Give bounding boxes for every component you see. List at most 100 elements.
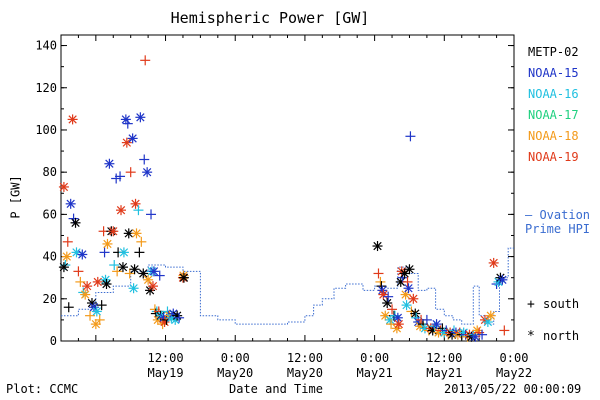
data-point-north xyxy=(172,310,183,321)
legend-marker-label: south xyxy=(543,297,579,311)
data-point-south xyxy=(146,209,157,220)
y-tick-label: 120 xyxy=(35,81,57,95)
data-point-south xyxy=(154,270,165,281)
point-stroke xyxy=(66,199,75,209)
data-point-south xyxy=(421,314,432,325)
data-point-south xyxy=(133,205,144,216)
x-tick-date-label: May20 xyxy=(287,366,323,380)
data-point-north xyxy=(116,205,127,216)
plot-frame xyxy=(60,34,515,342)
data-point-north xyxy=(128,283,139,294)
y-tick-label: 60 xyxy=(43,207,57,221)
data-point-south xyxy=(62,236,73,247)
data-point-south xyxy=(122,118,133,129)
data-point-north xyxy=(108,226,119,237)
data-point-north xyxy=(399,268,410,279)
point-stroke xyxy=(81,290,90,299)
point-stroke xyxy=(498,275,507,284)
data-point-north xyxy=(70,217,81,228)
point-stroke xyxy=(432,319,441,329)
data-point-south xyxy=(136,236,147,247)
point-stroke xyxy=(130,265,139,274)
data-point-south xyxy=(124,268,135,279)
data-point-north xyxy=(90,319,101,330)
data-point-north xyxy=(403,283,414,294)
data-points xyxy=(58,55,510,342)
data-point-north xyxy=(404,264,415,275)
point-stroke xyxy=(132,229,141,238)
data-point-north xyxy=(401,300,412,311)
point-stroke xyxy=(82,281,92,291)
x-tick-date-label: May20 xyxy=(217,366,253,380)
legend-series-label: NOAA-18 xyxy=(528,129,579,143)
legend-series-label: NOAA-17 xyxy=(528,108,579,122)
data-point-north xyxy=(497,274,508,285)
point-stroke xyxy=(121,115,131,124)
y-tick-label: 20 xyxy=(43,292,57,306)
x-tick-time-label: 0:00 xyxy=(360,351,389,365)
point-stroke xyxy=(62,252,71,261)
x-tick-time-label: 0:00 xyxy=(221,351,250,365)
point-stroke xyxy=(169,309,178,318)
data-point-north xyxy=(138,268,149,279)
data-point-north xyxy=(382,298,393,309)
point-stroke xyxy=(394,319,403,329)
y-tick-label: 100 xyxy=(35,123,57,137)
data-point-north xyxy=(61,251,72,262)
data-point-north xyxy=(80,289,91,300)
point-stroke xyxy=(149,267,159,276)
data-point-north xyxy=(101,279,112,290)
data-point-north xyxy=(91,306,102,317)
point-stroke xyxy=(383,298,392,308)
data-point-north xyxy=(127,133,138,144)
data-point-north xyxy=(408,293,419,304)
data-point-north xyxy=(102,238,113,249)
legend-ovation-label: Prime HPI xyxy=(525,222,590,236)
x-tick-date-label: May22 xyxy=(496,366,532,380)
data-point-north xyxy=(393,319,404,330)
data-point-south xyxy=(411,312,422,323)
legend-marker-symbol: * xyxy=(527,329,535,344)
data-point-north xyxy=(82,281,93,292)
legend: METP-02 NOAA-15 NOAA-16 NOAA-17 NOAA-18 NOAA-… xyxy=(525,45,590,344)
point-stroke xyxy=(373,241,382,251)
point-stroke xyxy=(59,182,69,192)
point-stroke xyxy=(148,281,158,291)
point-stroke xyxy=(103,239,112,249)
data-point-south xyxy=(499,325,510,336)
point-stroke xyxy=(136,113,145,122)
legend-series-label: METP-02 xyxy=(528,45,579,59)
point-stroke xyxy=(411,309,420,318)
footer-timestamp: 2013/05/22 00:00:09 xyxy=(444,382,582,396)
data-point-south xyxy=(112,266,123,277)
point-stroke xyxy=(122,138,131,147)
data-point-north xyxy=(117,262,128,273)
data-point-north xyxy=(121,137,132,148)
point-stroke xyxy=(486,311,495,320)
data-point-north xyxy=(488,257,499,268)
point-stroke xyxy=(139,269,148,278)
y-tick-label: 80 xyxy=(43,165,57,179)
data-point-south xyxy=(115,171,126,182)
data-point-south xyxy=(109,260,120,271)
point-stroke xyxy=(105,159,114,168)
data-point-south xyxy=(73,266,84,277)
legend-marker-symbol: + xyxy=(527,297,535,312)
point-stroke xyxy=(91,319,101,329)
data-point-south xyxy=(94,314,105,325)
point-stroke xyxy=(118,262,128,272)
point-stroke xyxy=(101,275,110,284)
data-point-north xyxy=(472,325,483,336)
data-point-south xyxy=(139,154,150,165)
footer-credit: Plot: CCMC xyxy=(6,382,79,396)
data-point-north xyxy=(147,281,158,292)
point-stroke xyxy=(116,205,126,215)
ovation-hpi-path xyxy=(61,247,514,325)
point-stroke xyxy=(93,277,102,287)
data-point-north xyxy=(178,272,189,283)
ovation-prime-hpi-line xyxy=(61,247,514,325)
legend-series-label: NOAA-15 xyxy=(528,66,579,80)
axes xyxy=(60,34,515,342)
legend-marker-label: north xyxy=(543,329,579,343)
